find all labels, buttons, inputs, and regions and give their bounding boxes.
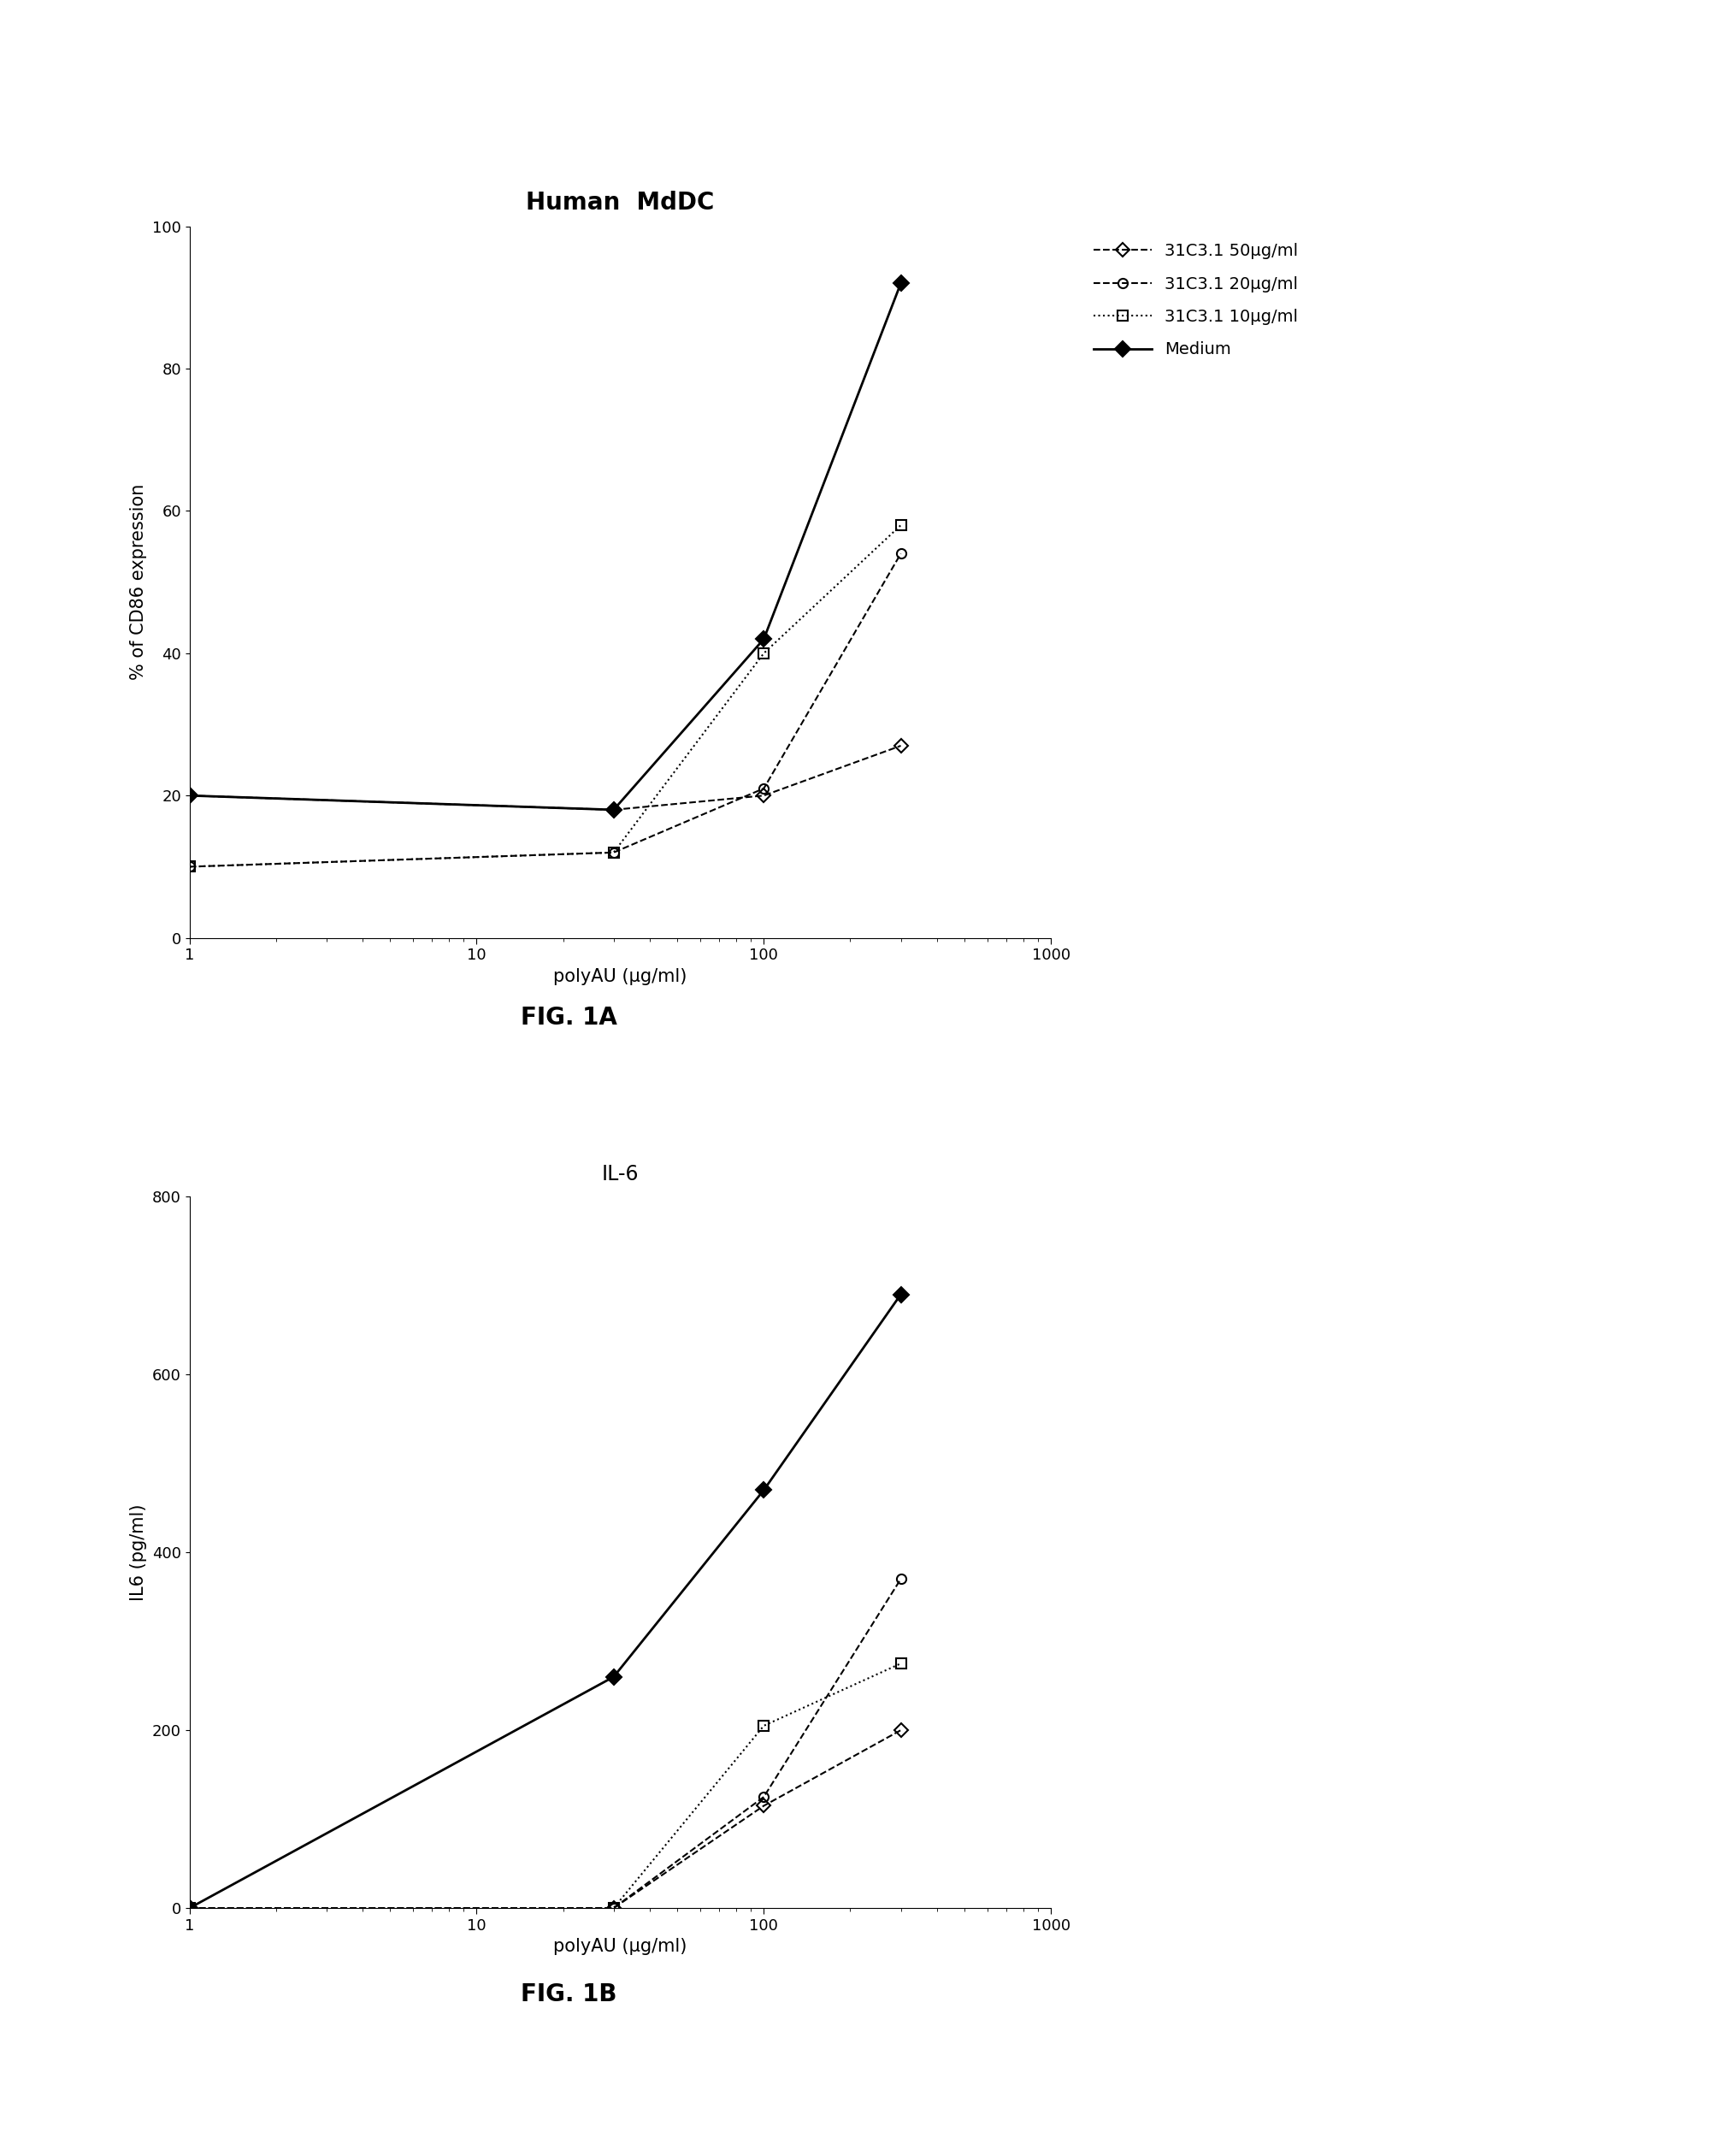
Y-axis label: % of CD86 expression: % of CD86 expression <box>131 485 148 679</box>
X-axis label: polyAU (μg/ml): polyAU (μg/ml) <box>553 968 687 985</box>
Legend: 31C3.1 50μg/ml, 31C3.1 20μg/ml, 31C3.1 10μg/ml, Medium: 31C3.1 50μg/ml, 31C3.1 20μg/ml, 31C3.1 1… <box>1085 235 1305 367</box>
Text: FIG. 1B: FIG. 1B <box>520 1981 616 2007</box>
Y-axis label: IL6 (pg/ml): IL6 (pg/ml) <box>131 1503 148 1602</box>
Text: FIG. 1A: FIG. 1A <box>520 1005 616 1031</box>
Title: Human  MdDC: Human MdDC <box>525 192 715 216</box>
X-axis label: polyAU (μg/ml): polyAU (μg/ml) <box>553 1938 687 1955</box>
Title: IL-6: IL-6 <box>601 1164 639 1184</box>
